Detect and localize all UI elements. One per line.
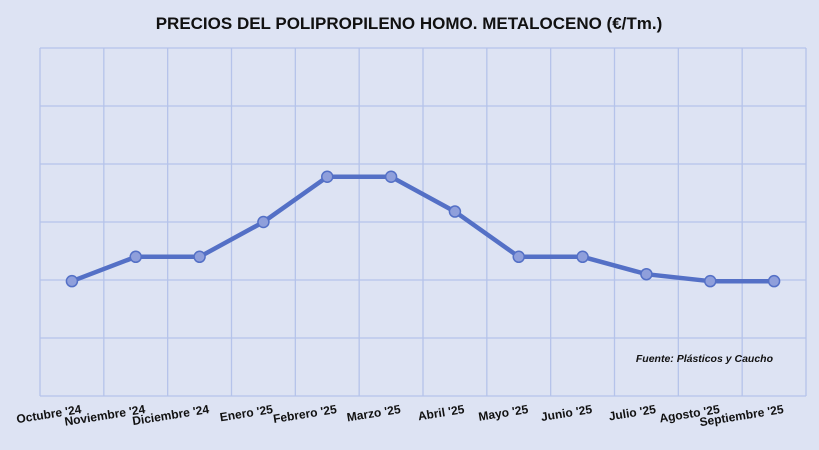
x-tick-label: Febrero '25	[272, 402, 338, 426]
x-tick-label: Enero '25	[219, 402, 274, 424]
series-1	[69, 174, 777, 284]
source-note: Fuente: Plásticos y Caucho	[636, 353, 774, 365]
data-points	[65, 170, 781, 288]
data-point	[384, 170, 398, 184]
x-tick-label: Marzo '25	[346, 402, 402, 424]
x-tick-label: Julio '25	[608, 402, 657, 423]
x-tick-label: Junio '25	[540, 402, 593, 424]
data-point	[321, 170, 334, 184]
data-point	[193, 250, 206, 264]
x-tick-label: Abril '25	[417, 402, 466, 423]
data-point	[576, 250, 589, 264]
grid	[39, 47, 807, 397]
data-point	[767, 274, 781, 288]
data-point	[704, 274, 717, 288]
data-point	[512, 250, 525, 264]
chart-title: PRECIOS DEL POLIPROPILENO HOMO. METALOCE…	[156, 14, 663, 33]
data-point	[640, 267, 653, 281]
series-line	[69, 174, 777, 284]
data-point	[257, 215, 270, 229]
x-tick-label: Mayo '25	[477, 402, 529, 424]
data-point	[129, 250, 142, 264]
data-point	[448, 205, 462, 218]
data-point	[65, 274, 79, 288]
